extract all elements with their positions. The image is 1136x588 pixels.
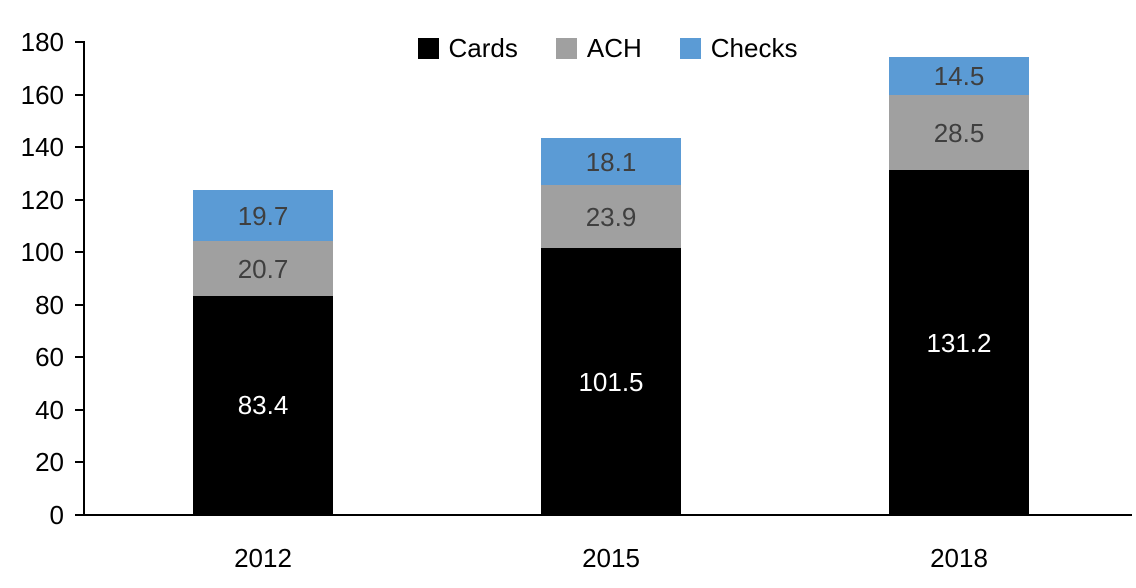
bar-segment-checks-2012 — [193, 189, 333, 242]
bar-segment-ach-2015 — [541, 185, 681, 249]
legend-item-cards: Cards — [417, 33, 518, 63]
y-axis-tick — [75, 251, 83, 254]
y-axis-tick — [75, 356, 83, 359]
y-tick-label: 180 — [20, 27, 64, 57]
legend-swatch-ach-icon — [555, 37, 577, 59]
y-axis-tick — [75, 93, 83, 96]
segment-value-label: 131.2 — [926, 327, 992, 358]
y-axis-line — [83, 41, 85, 516]
y-tick-label: 40 — [35, 394, 64, 425]
bar-segment-ach-2012 — [193, 241, 333, 296]
y-tick-label: 80 — [35, 289, 64, 320]
y-tick-label: 160 — [20, 79, 64, 110]
y-tick-label: 20 — [35, 447, 64, 478]
y-tick-label: 0 — [49, 500, 64, 530]
legend-item-checks: Checks — [679, 33, 798, 63]
segment-value-label: 28.5 — [933, 117, 985, 148]
y-axis-tick — [75, 408, 83, 411]
segment-value-label: 19.7 — [237, 200, 289, 231]
y-tick-label: 140 — [20, 132, 64, 163]
y-axis-tick — [75, 514, 83, 516]
legend: Cards ACH Checks — [85, 33, 1130, 63]
y-axis-tick — [75, 198, 83, 201]
segment-value-label: 20.7 — [237, 253, 289, 284]
legend-item-ach: ACH — [555, 33, 642, 63]
segment-value-label: 18.1 — [585, 146, 637, 177]
legend-label-cards: Cards — [448, 33, 518, 63]
bar-segment-cards-2015 — [541, 248, 681, 515]
y-tick-label: 60 — [35, 342, 64, 373]
y-axis-tick — [75, 303, 83, 306]
x-tick-label-2012: 2012 — [234, 543, 292, 573]
segment-value-label: 14.5 — [933, 61, 985, 92]
bar-segment-checks-2018 — [889, 57, 1029, 96]
segment-value-label: 23.9 — [585, 201, 637, 232]
bar-segment-ach-2018 — [889, 95, 1029, 171]
y-tick-label: 120 — [20, 184, 64, 215]
legend-label-checks: Checks — [710, 33, 798, 63]
legend-label-ach: ACH — [586, 33, 642, 63]
bar-segment-cards-2012 — [193, 295, 333, 515]
bar-segment-checks-2015 — [541, 137, 681, 186]
x-tick-label-2018: 2018 — [930, 543, 988, 573]
legend-swatch-cards-icon — [417, 37, 439, 59]
y-tick-label: 100 — [20, 237, 64, 268]
y-axis-tick — [75, 146, 83, 149]
y-axis-tick — [75, 461, 83, 464]
segment-value-label: 83.4 — [237, 390, 289, 421]
bar-segment-cards-2018 — [889, 170, 1029, 515]
y-axis-tick — [75, 41, 83, 43]
x-tick-label-2015: 2015 — [582, 543, 640, 573]
legend-swatch-checks-icon — [679, 37, 701, 59]
segment-value-label: 101.5 — [578, 366, 644, 397]
x-axis-line — [83, 514, 1132, 516]
